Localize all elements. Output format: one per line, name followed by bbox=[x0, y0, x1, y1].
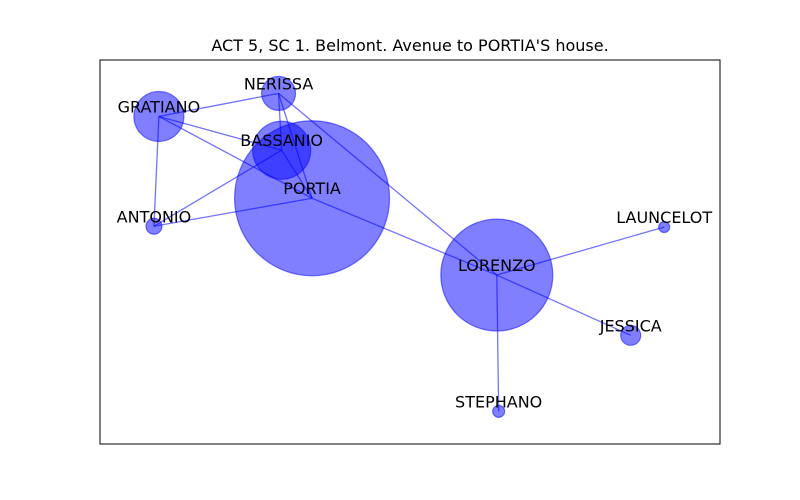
labels-layer: PORTIA LORENZO BASSANIO GRATIANO NERISSA JESS… bbox=[117, 74, 713, 411]
plot-frame bbox=[99, 59, 721, 445]
node-label-stephano: STEPHANO bbox=[455, 392, 542, 411]
node-label-lorenzo: LORENZO bbox=[458, 256, 536, 275]
node-label-jessica: JESSICA bbox=[599, 316, 662, 335]
chart-title: ACT 5, SC 1. Belmont. Avenue to PORTIA'S… bbox=[211, 36, 608, 55]
node-bassanio bbox=[252, 120, 312, 180]
node-label-bassanio: BASSANIO bbox=[240, 131, 323, 150]
node-lorenzo bbox=[440, 218, 554, 332]
node-antonio bbox=[145, 217, 163, 235]
nodes-layer bbox=[133, 75, 671, 418]
node-label-gratiano: GRATIANO bbox=[118, 97, 201, 116]
node-jessica bbox=[620, 324, 642, 346]
edges-layer bbox=[153, 92, 665, 412]
node-label-nerissa: NERISSA bbox=[244, 74, 314, 93]
node-label-antonio: ANTONIO bbox=[117, 207, 192, 226]
node-launcelot bbox=[658, 220, 671, 234]
node-nerissa bbox=[260, 75, 297, 112]
node-label-portia: PORTIA bbox=[283, 179, 341, 198]
node-stephano bbox=[492, 404, 506, 418]
node-label-launcelot: LAUNCELOT bbox=[616, 208, 712, 227]
node-gratiano bbox=[133, 90, 185, 143]
